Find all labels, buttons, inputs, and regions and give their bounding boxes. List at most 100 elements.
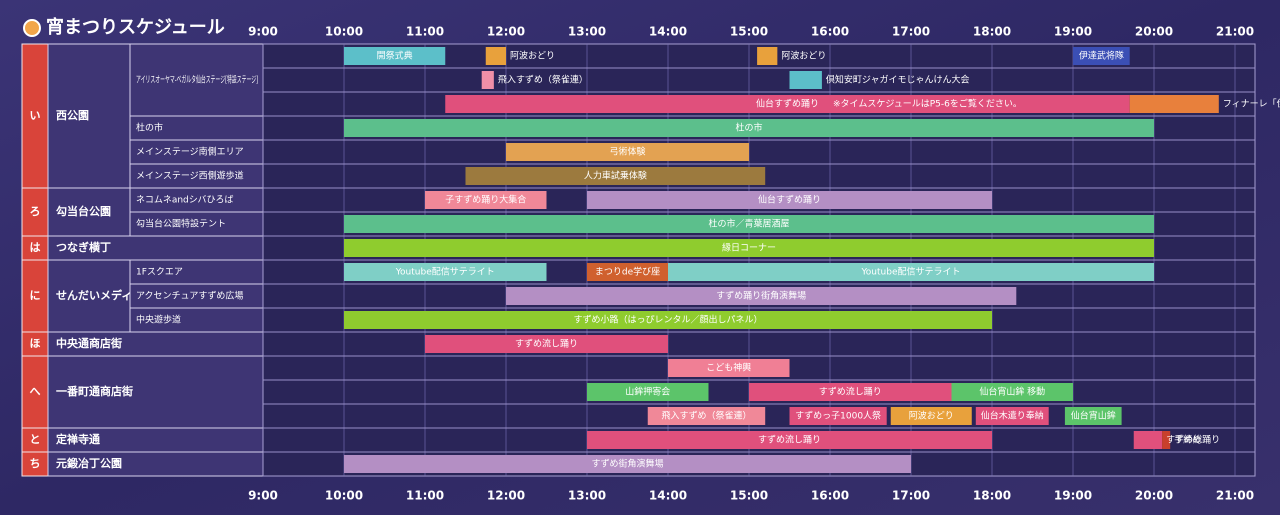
event-bar (344, 263, 547, 281)
event-bar (506, 143, 749, 161)
event-label: 阿波おどり (510, 50, 555, 62)
event-label: 杜の市／青葉居酒屋 (708, 218, 789, 230)
tick-label-top: 20:00 (1135, 25, 1173, 39)
event-bar (587, 263, 668, 281)
event-label: すずめ踊り街角演舞場 (716, 290, 806, 302)
venue-cell (47, 451, 264, 477)
event-bar (344, 119, 1154, 137)
sub-venue-name: ネコムネandシバひろば (136, 195, 233, 206)
event-bar (975, 407, 1049, 425)
event-bar (1162, 431, 1171, 449)
venue-name: つなぎ横丁 (56, 240, 111, 254)
tick-label-top: 13:00 (568, 25, 606, 39)
event-bar (1073, 47, 1130, 65)
tick-label-bottom: 10:00 (325, 489, 363, 503)
sub-venue-name: アクセンチュアすずめ広場 (136, 290, 243, 302)
venue-name: 定禅寺通 (56, 432, 100, 446)
tick-label-top: 21:00 (1216, 25, 1254, 39)
venue-name: 勾当台公園 (56, 204, 111, 218)
event-label: 仙台すずめ踊り (758, 194, 821, 206)
event-bar (757, 47, 778, 65)
section-letter: ち (30, 457, 41, 470)
tick-label-bottom: 12:00 (487, 489, 525, 503)
event-label: 仙台木遣り奉納 (981, 410, 1044, 422)
event-label: すずめっ子1000人祭 (795, 410, 881, 422)
tick-label-bottom: 16:00 (811, 489, 849, 503)
event-label: 杜の市 (735, 122, 762, 134)
tick-label-top: 10:00 (325, 25, 363, 39)
event-label: 手締め (1174, 434, 1201, 446)
event-label: 縁日コーナー (722, 242, 776, 254)
event-bar (587, 431, 992, 449)
sub-venue-cell (129, 43, 264, 117)
event-label: 飛入すずめ（祭雀連） (498, 74, 588, 86)
tick-label-top: 12:00 (487, 25, 525, 39)
venue-cell (47, 259, 131, 333)
event-bar (506, 287, 1017, 305)
event-bar (951, 383, 1073, 401)
title: 宵まつりスケジュール (46, 16, 225, 38)
section-letter: に (30, 289, 41, 302)
event-bar (587, 383, 709, 401)
event-label: 仙台すずめ踊り (756, 98, 819, 110)
event-label: 子すずめ踊り大集合 (445, 194, 526, 206)
event-label: 倶知安町ジャガイモじゃんけん大会 (826, 74, 970, 86)
tick-label-top: 9:00 (248, 25, 278, 39)
event-label: Youtube配信サテライト (861, 266, 961, 278)
sub-venue-cell (129, 187, 264, 213)
event-label: すずめ流し踊り (515, 338, 578, 350)
tick-label-bottom: 14:00 (649, 489, 687, 503)
event-bar (890, 407, 972, 425)
event-bar (789, 407, 887, 425)
tick-label-bottom: 20:00 (1135, 489, 1173, 503)
event-bar (344, 215, 1154, 233)
venue-name: 中央通商店街 (56, 336, 122, 350)
event-label: すずめ総踊り (1166, 434, 1220, 446)
tick-label-top: 15:00 (730, 25, 768, 39)
event-label: 阿波おどり (781, 50, 826, 62)
event-label: 弓術体験 (609, 146, 645, 158)
tick-label-bottom: 18:00 (973, 489, 1011, 503)
tick-label-bottom: 15:00 (730, 489, 768, 503)
event-bar (485, 47, 506, 65)
event-bar (1129, 95, 1219, 113)
tick-label-bottom: 13:00 (568, 489, 606, 503)
sub-venue-cell (129, 211, 264, 237)
event-label: 阿波おどり (909, 410, 954, 422)
event-bar (344, 455, 911, 473)
tick-label-top: 19:00 (1054, 25, 1092, 39)
sub-venue-name: アイリスオーヤマ-ベガルタ仙台ステージ[特設ステージ] (136, 74, 258, 86)
sub-venue-name: 勾当台公園特設テント (136, 218, 226, 230)
venue-cell (47, 187, 131, 237)
event-label: すずめ流し踊り (758, 434, 821, 446)
tick-label-bottom: 17:00 (892, 489, 930, 503)
event-bar (1133, 431, 1163, 449)
event-bar (749, 383, 952, 401)
event-bar (445, 95, 1130, 113)
event-label: すずめ街角演舞場 (591, 458, 663, 470)
event-bar (465, 167, 766, 185)
tick-label-top: 18:00 (973, 25, 1011, 39)
tick-label-top: 14:00 (649, 25, 687, 39)
section-letter: い (30, 109, 41, 122)
tick-label-bottom: 9:00 (248, 489, 278, 503)
event-label: すずめ流し踊り (819, 386, 882, 398)
event-label: 仙台宵山鉾 移動 (979, 386, 1045, 398)
event-label: まつりde学び座 (595, 266, 660, 278)
section-letter: は (30, 241, 41, 254)
event-bar (344, 239, 1154, 257)
timeline-row (262, 451, 1256, 477)
section-letter: へ (30, 385, 41, 398)
section-letter: ろ (30, 205, 41, 218)
venue-name: 西公園 (56, 109, 89, 122)
event-label: 開祭式典 (377, 50, 413, 62)
venue-name: 元鍛冶丁公園 (56, 456, 122, 470)
section-letter-cell (21, 187, 49, 237)
sub-venue-name: メインステージ南側エリア (136, 146, 244, 158)
event-bar (668, 359, 790, 377)
event-label: こども神輿 (706, 362, 751, 374)
event-label: 人力車試乗体験 (584, 170, 647, 182)
sub-venue-cell (129, 139, 264, 165)
event-label: 仙台宵山鉾 (1071, 410, 1116, 422)
